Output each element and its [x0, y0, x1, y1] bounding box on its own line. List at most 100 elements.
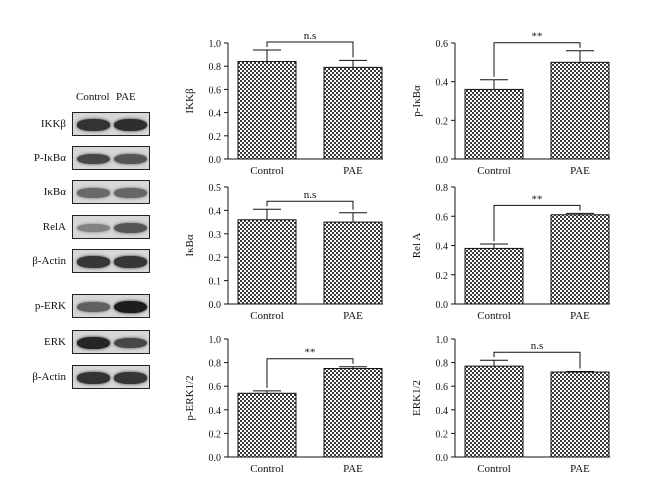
y-tick-label: 0.5	[209, 183, 222, 194]
significance-bracket	[266, 200, 354, 210]
y-tick-label: 0.2	[209, 132, 222, 143]
y-tick-label: 0.8	[436, 183, 449, 194]
bar-chart: 0.0 0.2 0.4 0.6 0.8 1.0 IKKβ Control PAE n.s	[184, 30, 383, 177]
y-tick-label: 1.0	[209, 335, 222, 346]
blot-label: β-Actin	[32, 255, 66, 267]
blot-band	[114, 119, 147, 131]
bar	[237, 219, 297, 305]
x-tick-label: Control	[477, 463, 511, 475]
blot-band	[114, 222, 147, 234]
y-tick-label: 0.6	[436, 212, 449, 223]
y-tick-label: 0.0	[436, 300, 449, 311]
blot-label: P-IκBα	[33, 152, 66, 164]
x-tick-label: Control	[250, 310, 284, 322]
x-tick-label: Control	[477, 310, 511, 322]
blot-strip	[72, 249, 150, 273]
bar-chart: 0.0 0.2 0.4 0.6 0.8 1.0 p-ERK1/2 Control PAE **	[184, 335, 383, 475]
y-tick-label: 0.6	[436, 39, 449, 50]
y-tick-label: 0.2	[209, 253, 222, 264]
bar	[323, 221, 383, 305]
y-tick-label: 0.2	[209, 429, 222, 440]
x-tick-label: Control	[250, 463, 284, 475]
significance-bracket	[266, 41, 354, 58]
blot-band	[114, 372, 147, 384]
bar	[464, 88, 524, 160]
y-tick-label: 0.6	[209, 382, 222, 393]
blot-label: RelA	[42, 221, 66, 233]
y-tick-label: 1.0	[436, 335, 449, 346]
x-tick-label: Control	[477, 165, 511, 177]
y-tick-label: 0.8	[209, 62, 222, 73]
bar-chart: 0.0 0.2 0.4 0.6 0.8 1.0 ERK1/2 Control PAE n.s	[411, 335, 610, 475]
blot-label: p-ERK	[34, 300, 66, 312]
x-tick-label: PAE	[570, 310, 590, 322]
y-tick-label: 0.4	[436, 406, 449, 417]
y-tick-label: 1.0	[209, 39, 222, 50]
y-tick-label: 0.2	[436, 429, 449, 440]
bar	[550, 214, 610, 305]
x-tick-label: PAE	[343, 165, 363, 177]
blot-strip	[72, 180, 150, 204]
bar-chart: 0.0 0.1 0.2 0.3 0.4 0.5 IκBα Control PAE n.s	[184, 183, 383, 322]
y-tick-label: 0.6	[209, 85, 222, 96]
bar	[464, 365, 524, 458]
blot-band	[114, 337, 147, 349]
x-tick-label: PAE	[343, 310, 363, 322]
y-tick-label: 0.4	[209, 406, 222, 417]
bar-chart: 0.0 0.2 0.4 0.6 p-IκBα Control PAE **	[411, 31, 610, 177]
y-tick-label: 0.3	[209, 230, 222, 241]
significance-label: **	[532, 193, 543, 205]
blot-band	[77, 302, 110, 312]
blot-strip	[72, 365, 150, 389]
y-tick-label: 0.4	[209, 206, 222, 217]
lane-label-pae: PAE	[116, 91, 136, 103]
bar	[323, 66, 383, 160]
y-tick-label: 0.0	[436, 453, 449, 464]
blot-label: IKKβ	[40, 118, 66, 130]
y-tick-label: 0.0	[209, 300, 222, 311]
blot-strip	[72, 112, 150, 136]
y-axis-label: Rel A	[411, 233, 423, 258]
bar	[550, 61, 610, 160]
blot-band	[77, 372, 110, 384]
blot-band	[77, 336, 110, 350]
y-axis-label: ERK1/2	[411, 380, 423, 416]
y-tick-label: 0.4	[209, 109, 222, 120]
blot-band	[114, 256, 147, 268]
y-tick-label: 0.0	[436, 155, 449, 166]
y-tick-label: 0.2	[436, 271, 449, 282]
significance-label: n.s	[531, 340, 544, 352]
blot-strip	[72, 294, 150, 318]
y-tick-label: 0.0	[209, 453, 222, 464]
significance-label: **	[532, 31, 543, 43]
blot-label: IκBα	[43, 186, 66, 198]
significance-label: **	[305, 347, 316, 359]
y-tick-label: 0.0	[209, 155, 222, 166]
significance-label: n.s	[304, 30, 317, 42]
significance-bracket	[493, 351, 581, 369]
bar	[237, 392, 297, 458]
blot-band	[114, 153, 147, 165]
blot-band	[114, 188, 147, 198]
y-tick-label: 0.2	[436, 116, 449, 127]
blot-band	[114, 300, 147, 314]
blot-strip	[72, 215, 150, 239]
blot-label: β-Actin	[32, 371, 66, 383]
blot-strip	[72, 330, 150, 354]
significance-bracket	[493, 204, 581, 242]
y-tick-label: 0.4	[436, 242, 449, 253]
y-axis-label: p-IκBα	[411, 85, 423, 117]
blot-band	[77, 153, 110, 165]
y-tick-label: 0.8	[436, 359, 449, 370]
y-tick-label: 0.4	[436, 78, 449, 89]
x-tick-label: Control	[250, 165, 284, 177]
blot-band	[77, 223, 110, 233]
x-tick-label: PAE	[343, 463, 363, 475]
significance-label: n.s	[304, 189, 317, 201]
y-axis-label: p-ERK1/2	[184, 375, 196, 420]
blot-label: ERK	[44, 336, 66, 348]
lane-label-control: Control	[76, 91, 110, 103]
y-axis-label: IKKβ	[184, 88, 196, 114]
